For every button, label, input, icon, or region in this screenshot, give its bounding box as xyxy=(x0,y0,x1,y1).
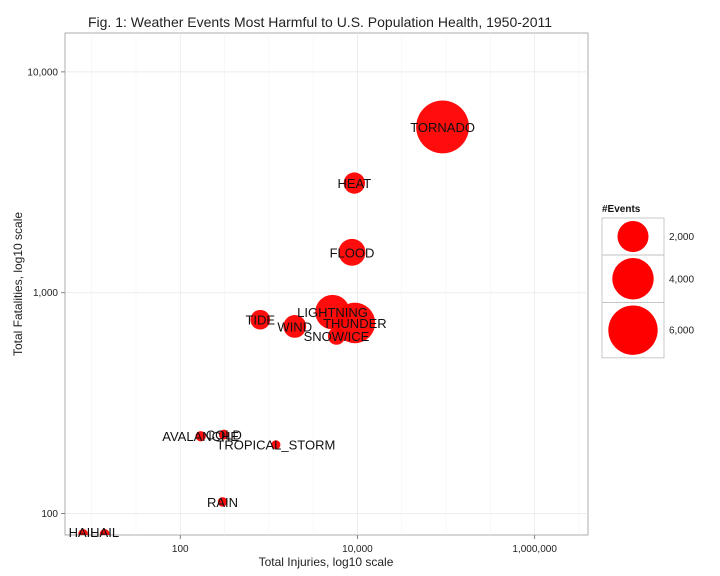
y-tick-label: 1,000 xyxy=(33,288,58,299)
point-label: RAIN xyxy=(207,495,238,510)
data-point-wind xyxy=(283,315,307,338)
point-label: THUNDER xyxy=(323,316,387,331)
data-point-hail xyxy=(99,529,110,535)
y-axis-title: Total Fatalities, log10 scale xyxy=(11,212,25,356)
point-label: TORNADO xyxy=(410,120,475,135)
point-label: AVALANCHE xyxy=(162,429,239,444)
data-point-tornado xyxy=(416,100,470,154)
chart-title: Fig. 1: Weather Events Most Harmful to U… xyxy=(88,14,552,30)
data-point-flood xyxy=(338,238,366,266)
data-point-rain xyxy=(217,497,228,507)
plot-area xyxy=(78,100,470,535)
data-point-avalanche xyxy=(195,431,206,442)
grid xyxy=(65,33,588,535)
data-point-snow-ice xyxy=(327,327,346,345)
x-tick-label: 100 xyxy=(172,544,189,555)
x-tick-label: 1,000,000 xyxy=(512,544,557,555)
point-label: TROPICAL_STORM xyxy=(216,438,335,453)
y-tick-label: 100 xyxy=(41,509,58,520)
y-tick-label: 10,000 xyxy=(27,67,58,78)
point-label: COLD xyxy=(206,428,242,443)
data-point-tropical-storm xyxy=(271,440,281,450)
data-point-tide xyxy=(250,309,271,330)
data-point-cold xyxy=(218,429,229,440)
point-label: WIND xyxy=(277,319,312,334)
legend-swatch xyxy=(617,221,649,253)
point-label: HAIL xyxy=(90,525,119,540)
legend-label: 4,000 xyxy=(669,274,694,285)
y-axis-ticks: 100 1,000 10,000 xyxy=(27,67,65,520)
point-label: LIGHTNING xyxy=(297,305,368,320)
x-axis-title: Total Injuries, log10 scale xyxy=(259,555,394,569)
legend-swatch xyxy=(608,305,658,355)
legend: #Events 2,000 4,000 6,000 xyxy=(601,204,694,359)
point-label: FLOOD xyxy=(330,245,375,260)
point-label: SNOW/ICE xyxy=(304,329,370,344)
legend-title: #Events xyxy=(602,204,641,215)
plot-panel xyxy=(64,32,589,536)
point-label: HEAT xyxy=(337,176,371,191)
legend-label: 6,000 xyxy=(669,326,694,337)
x-tick-label: 10,000 xyxy=(342,544,373,555)
data-point-thunder xyxy=(334,302,376,344)
x-axis-ticks: 100 10,000 1,000,000 xyxy=(172,535,557,555)
points xyxy=(78,100,470,535)
point-label: TIDE xyxy=(245,313,275,328)
point-label: HAIL xyxy=(69,525,98,540)
data-point-heat xyxy=(343,172,366,194)
legend-swatch xyxy=(612,258,654,300)
legend-label: 2,000 xyxy=(669,232,694,243)
data-point-hail xyxy=(78,529,88,535)
